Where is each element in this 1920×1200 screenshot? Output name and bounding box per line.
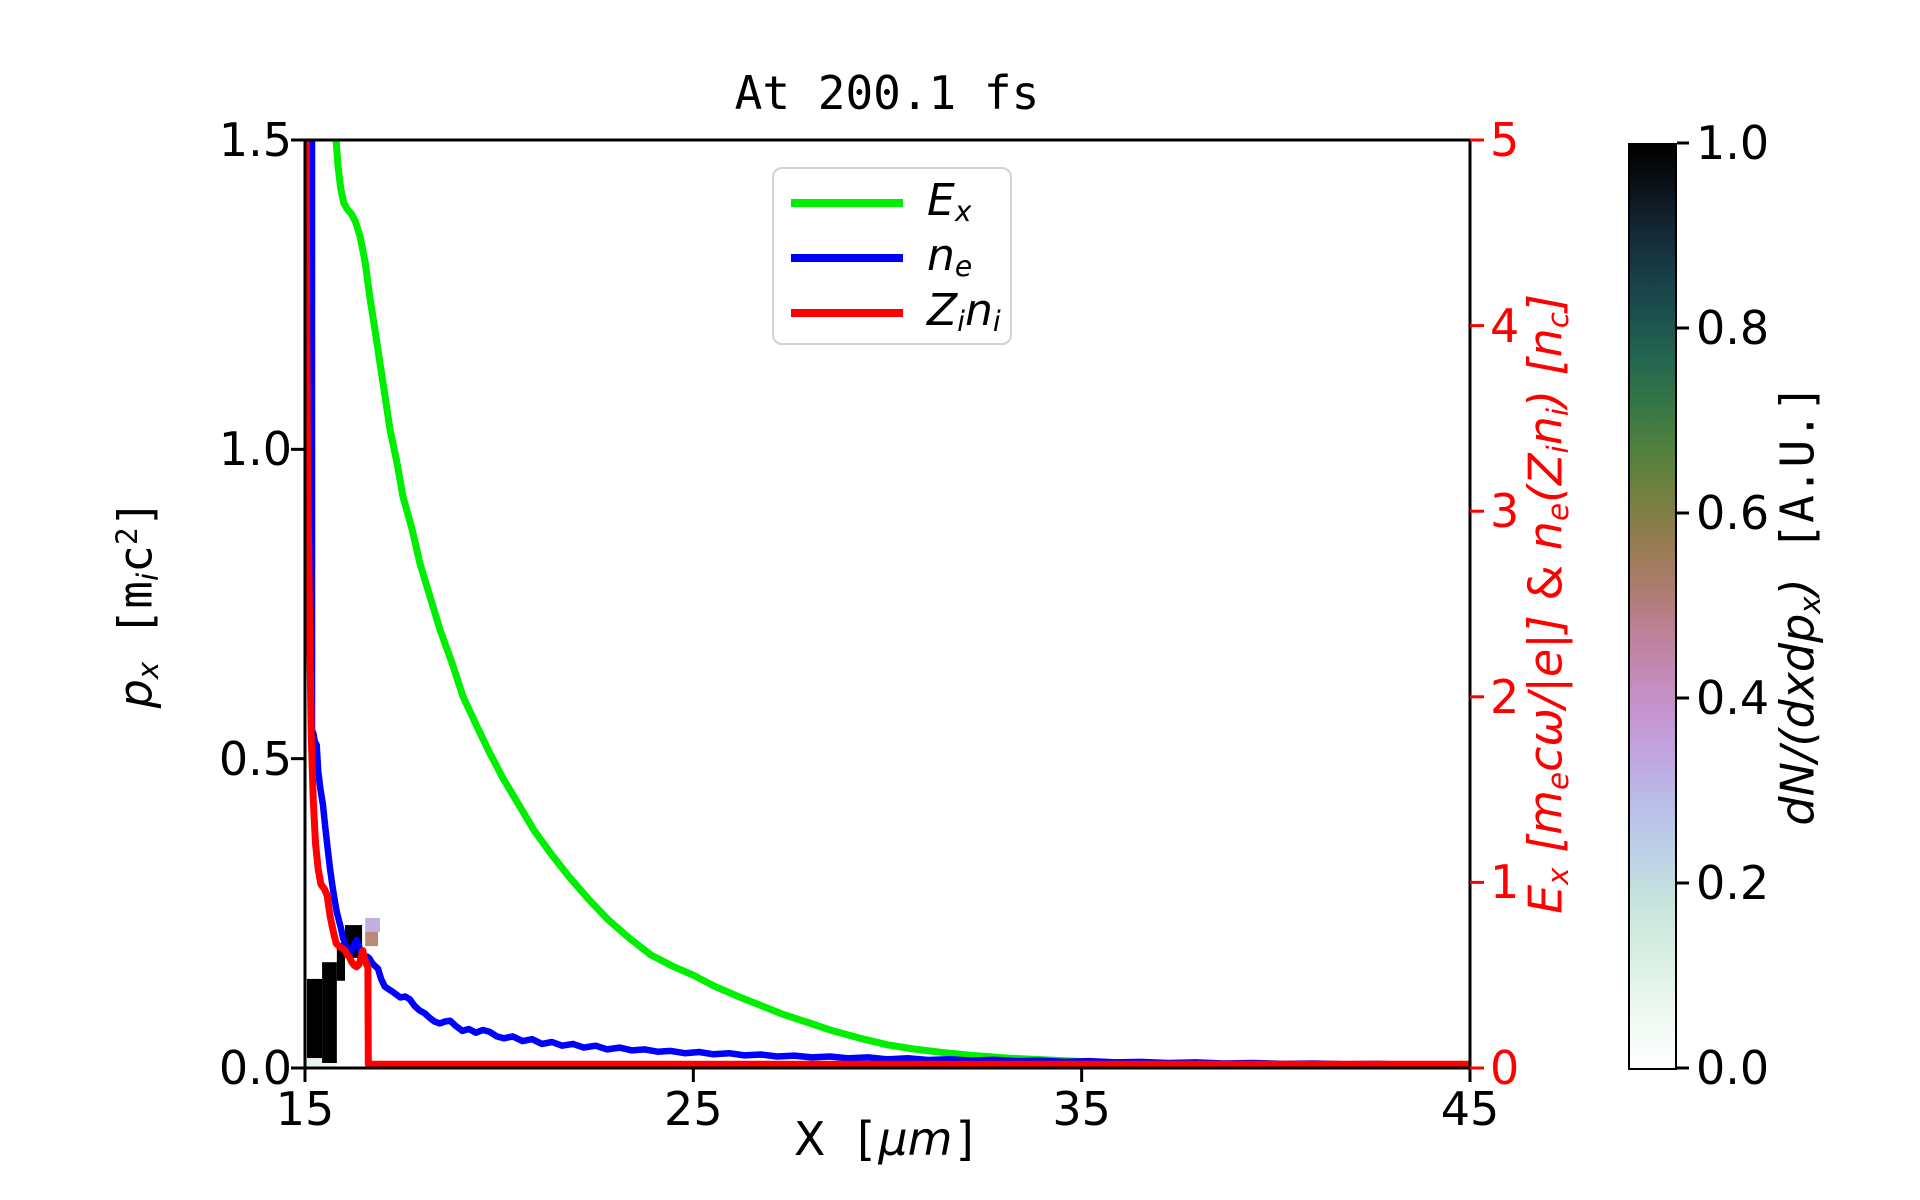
legend-item-zini: Zini [774, 285, 1010, 340]
histogram-cell [306, 978, 323, 1059]
legend-line-zini [791, 308, 903, 317]
x-tick-label: 45 [1440, 1082, 1500, 1136]
colorbar-tick-label: 0.2 [1696, 856, 1770, 910]
y-left-tick-label: 1.0 [218, 422, 292, 477]
colorbar-tick-label: 0.6 [1696, 486, 1770, 540]
legend-line-ex [791, 198, 903, 207]
histogram-cell [365, 931, 379, 947]
histogram-cell [322, 962, 337, 1064]
colorbar-tick-label: 0.0 [1696, 1041, 1770, 1095]
colorbar-tick-label: 1.0 [1696, 116, 1770, 170]
x-tick-label: 35 [1052, 1082, 1111, 1136]
y-left-tick-label: 0.5 [218, 731, 292, 786]
histogram-cell [336, 943, 345, 981]
histogram-cell [322, 1063, 337, 1068]
legend-line-ne [791, 253, 903, 262]
x-tick-label: 15 [275, 1082, 335, 1136]
y-right-tick-label: 4 [1490, 298, 1520, 353]
legend-label-ex: Ex [927, 174, 972, 229]
y-left-tick-label: 1.5 [218, 113, 292, 167]
series-Z_i n_i [305, 140, 1470, 1068]
plot-spines [303, 138, 1472, 1070]
x-axis-label-var: X [793, 1112, 826, 1166]
colorbar [1628, 143, 1677, 1070]
plot-area [305, 140, 1470, 1068]
legend-box: Ex ne Zini [772, 167, 1012, 345]
y-right-tick-label: 5 [1490, 113, 1520, 167]
y-right-tick-label: 2 [1490, 669, 1520, 724]
x-tick-label: 25 [664, 1082, 723, 1136]
series-n_e [308, 140, 1470, 1068]
plot-title: At 200.1 fs [734, 66, 1040, 120]
y-right-tick-label: 1 [1490, 855, 1520, 910]
legend-item-ex: Ex [774, 175, 1010, 230]
histogram-cell [365, 917, 380, 932]
y-right-tick-label: 3 [1490, 484, 1520, 539]
colorbar-tick-label: 0.8 [1696, 301, 1770, 355]
histogram-cell [306, 1058, 323, 1068]
legend-item-ne: ne [774, 230, 1010, 285]
colorbar-tick-label: 0.4 [1696, 671, 1770, 725]
x-axis-label: X [μm] [793, 1112, 981, 1166]
legend-label-zini: Zini [927, 284, 1001, 339]
legend-label-ne: ne [927, 229, 973, 284]
y-left-tick-label: 0.0 [218, 1041, 292, 1095]
y-right-tick-label: 0 [1490, 1041, 1520, 1095]
